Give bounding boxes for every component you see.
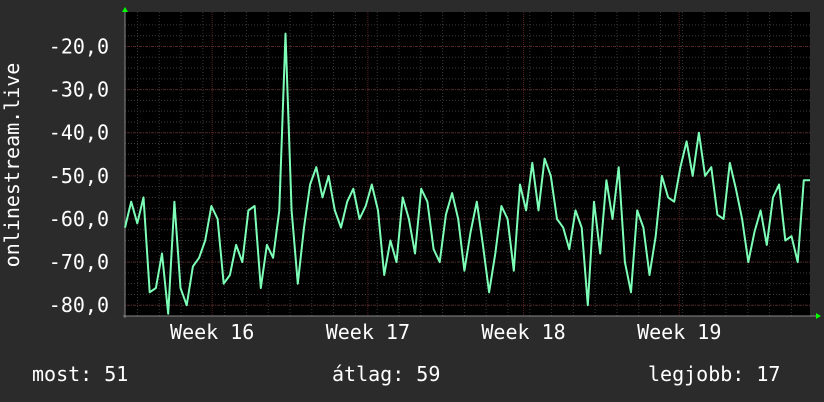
y-tick-label: -30,0 [49,78,109,102]
y-axis-label: onlinestream.live [0,63,24,268]
y-tick-label: -80,0 [49,293,109,317]
tick-labels: -20,0 -30,0 -40,0 -50,0 -60,0 -70,0 -80,0 Week … [49,34,722,344]
x-tick-label: Week 17 [326,320,410,344]
current-value: most: 51 [32,362,129,386]
series-layer [124,32,810,315]
series-line [124,32,810,315]
plot-area [125,12,810,316]
x-tick-label: Week 18 [481,320,565,344]
best-value: legjobb: 17 [648,362,781,386]
y-tick-label: -20,0 [49,34,109,58]
y-tick-label: -40,0 [49,121,109,145]
grid [125,12,810,316]
y-tick-label: -60,0 [49,207,109,231]
x-tick-label: Week 16 [170,320,254,344]
x-tick-label: Week 19 [637,320,721,344]
y-tick-label: -70,0 [49,250,109,274]
y-axis-arrow [122,7,128,12]
x-axis-arrow [816,313,821,319]
y-tick-label: -50,0 [49,164,109,188]
axes [122,7,821,319]
average-value: átlag: 59 [332,362,441,386]
